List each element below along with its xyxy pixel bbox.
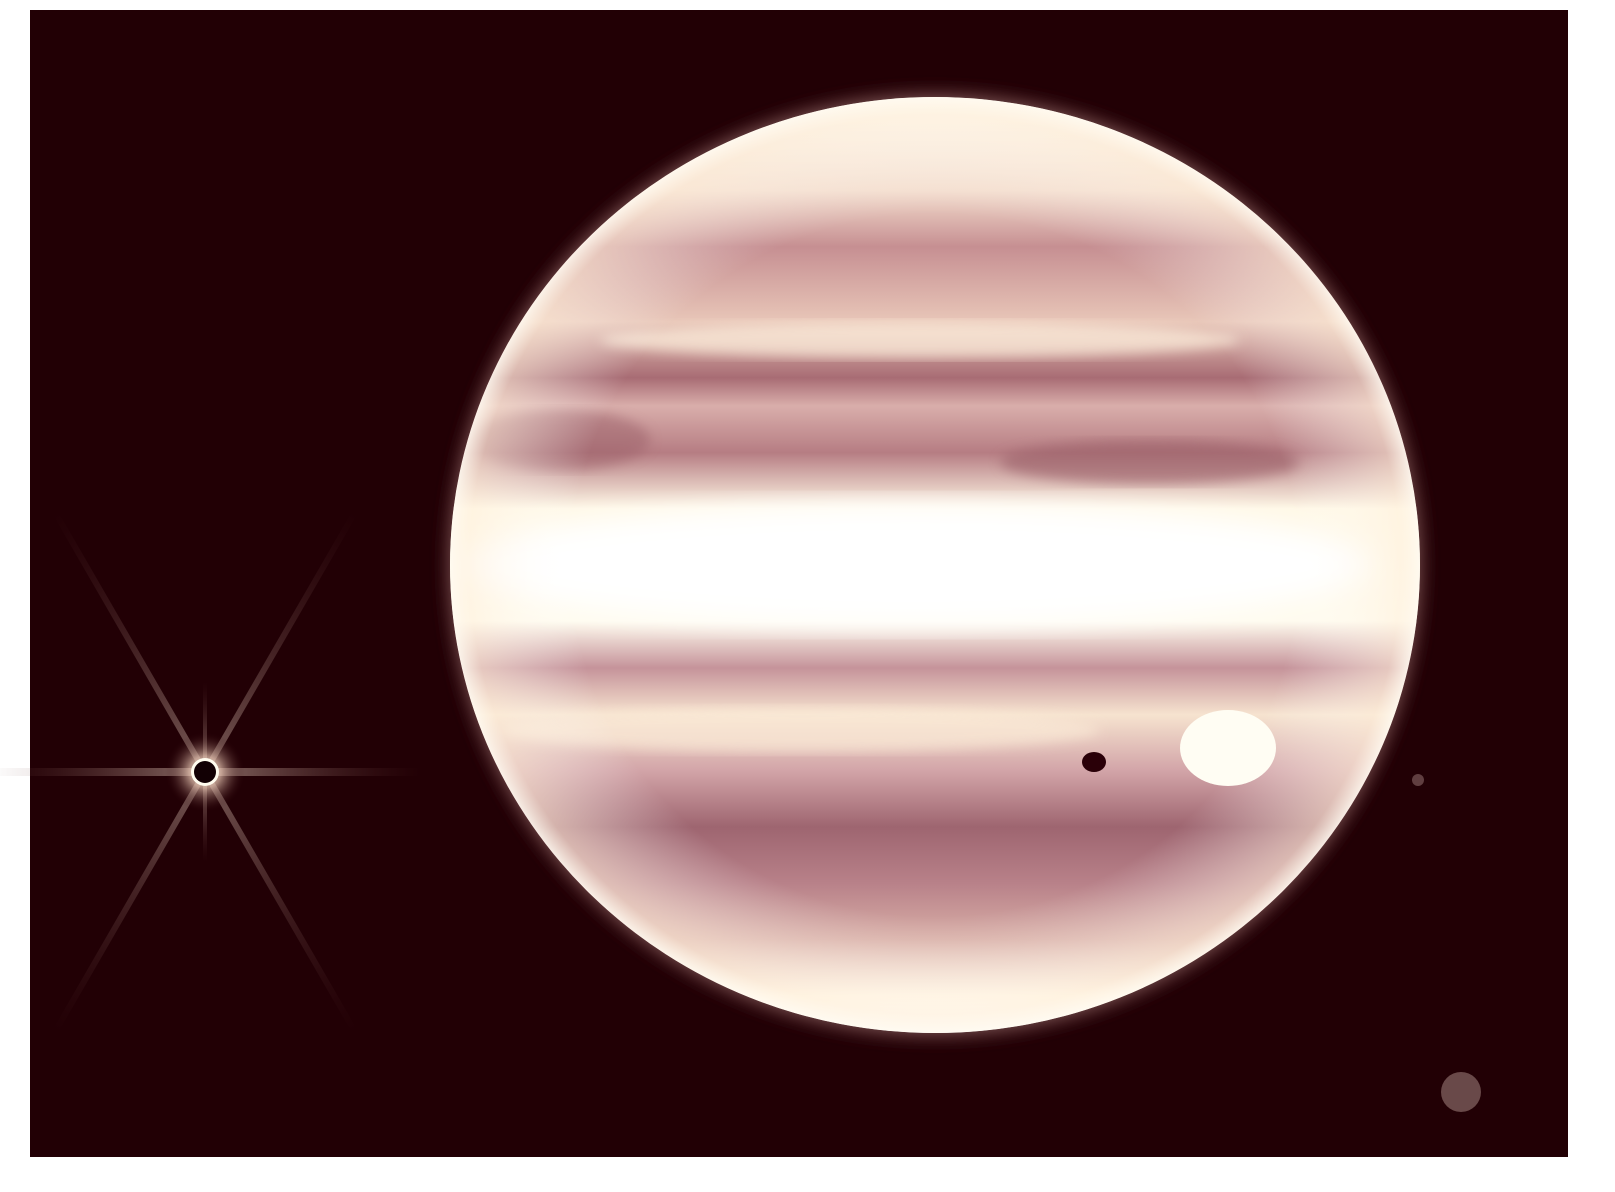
great-red-spot bbox=[1180, 710, 1276, 786]
europa bbox=[0, 510, 421, 1034]
moon-shadow bbox=[1082, 752, 1106, 772]
background-object bbox=[1441, 1072, 1481, 1112]
background-object bbox=[1412, 774, 1424, 786]
jupiter bbox=[450, 97, 1420, 1033]
